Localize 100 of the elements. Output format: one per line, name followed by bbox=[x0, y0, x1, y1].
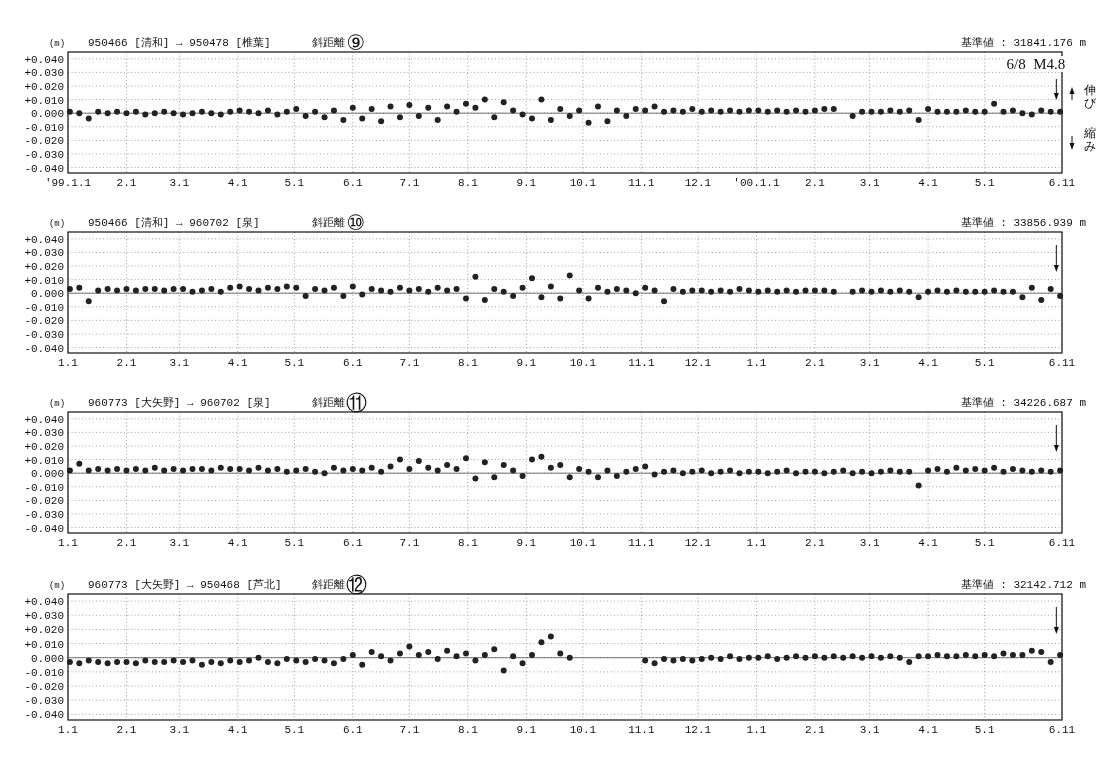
x-tick-label: 3.1 bbox=[859, 724, 880, 736]
text: 基準値 : 34226.687 m bbox=[960, 396, 1087, 409]
x-tick-label: 9.1 bbox=[516, 724, 537, 736]
annotation: ⑫ bbox=[345, 573, 367, 597]
x-tick-label: 2.1 bbox=[116, 177, 137, 189]
x-tick-label: 6.1 bbox=[342, 724, 364, 736]
y-tick-label: -0.040 bbox=[24, 342, 64, 355]
x-tick-label: 2.1 bbox=[805, 724, 826, 736]
y-tick-label: -0.010 bbox=[24, 666, 64, 679]
x-tick-label: 1.1 bbox=[58, 724, 79, 736]
chart-title: 960773 [大矢野] → 960702 [泉] bbox=[88, 396, 271, 409]
x-tick-label: 4.1 bbox=[227, 724, 249, 736]
x-tick-label: 8.1 bbox=[457, 357, 479, 369]
x-tick-label: 12.1 bbox=[684, 357, 712, 369]
y-tick-label: 0.000 bbox=[30, 108, 64, 121]
x-tick-label: 1.1 bbox=[746, 537, 767, 549]
x-tick-label: 3.1 bbox=[169, 537, 190, 549]
x-tick-label: 6.11 bbox=[1048, 537, 1076, 549]
y-tick-label: 0.000 bbox=[30, 652, 64, 665]
x-tick-label: 5.1 bbox=[284, 724, 305, 736]
x-tick-label: 6.1 bbox=[342, 177, 364, 189]
annotation: ⑩ bbox=[346, 211, 366, 235]
x-tick-label: 11.1 bbox=[628, 724, 655, 736]
x-tick-label: 2.1 bbox=[805, 357, 826, 369]
x-tick-label: 4.1 bbox=[227, 177, 249, 189]
y-tick-label: +0.030 bbox=[24, 67, 64, 80]
x-tick-label: 4.1 bbox=[918, 177, 939, 189]
x-tick-label: 4.1 bbox=[227, 537, 249, 549]
x-tick-label: 1.1 bbox=[746, 357, 767, 369]
y-tick-label: +0.020 bbox=[24, 440, 64, 453]
y-tick-label: +0.020 bbox=[24, 260, 64, 273]
x-tick-label: 7.1 bbox=[399, 537, 420, 549]
chart-subtitle: 斜距離 bbox=[312, 578, 345, 591]
x-tick-label: 8.1 bbox=[457, 177, 479, 189]
y-tick-label: +0.010 bbox=[24, 94, 64, 107]
x-tick-label: 5.1 bbox=[284, 177, 305, 189]
x-tick-label: 2.1 bbox=[116, 537, 137, 549]
y-tick-label: -0.030 bbox=[24, 328, 64, 341]
y-tick-label: +0.030 bbox=[24, 247, 64, 260]
x-tick-label: 10.1 bbox=[569, 724, 597, 736]
x-tick-label: 3.1 bbox=[859, 537, 880, 549]
y-tick-label: -0.030 bbox=[24, 695, 64, 708]
y-axis-title: (m) bbox=[48, 39, 66, 49]
x-tick-label: 3.1 bbox=[169, 177, 190, 189]
y-tick-label: -0.010 bbox=[24, 481, 64, 494]
x-tick-label: 5.1 bbox=[284, 537, 305, 549]
y-tick-label: +0.030 bbox=[24, 610, 64, 623]
x-tick-label: 9.1 bbox=[516, 357, 537, 369]
x-tick-label: 9.1 bbox=[516, 177, 537, 189]
chart-title: 950466 [清和] → 950478 [椎葉] bbox=[88, 36, 271, 49]
x-tick-label: 5.1 bbox=[974, 537, 995, 549]
x-tick-label: 1.1 bbox=[746, 724, 767, 736]
y-tick-label: -0.030 bbox=[24, 508, 64, 521]
x-tick-label: 11.1 bbox=[628, 357, 655, 369]
x-tick-label: 4.1 bbox=[227, 357, 249, 369]
x-tick-label: 7.1 bbox=[399, 357, 420, 369]
x-tick-label: 2.1 bbox=[116, 357, 137, 369]
x-tick-label: 2.1 bbox=[805, 177, 826, 189]
x-tick-label: '99.1.1 bbox=[44, 177, 92, 189]
x-tick-label: 8.1 bbox=[457, 537, 479, 549]
y-tick-label: +0.020 bbox=[24, 624, 64, 637]
x-tick-label: 5.1 bbox=[974, 177, 995, 189]
text: 基準値 : 32142.712 m bbox=[960, 578, 1087, 591]
x-tick-label: 1.1 bbox=[58, 537, 79, 549]
x-tick-label: 11.1 bbox=[628, 177, 655, 189]
x-tick-label: 11.1 bbox=[628, 537, 655, 549]
y-tick-label: +0.040 bbox=[24, 596, 64, 609]
x-tick-label: 7.1 bbox=[399, 724, 420, 736]
x-tick-label: 4.1 bbox=[918, 537, 939, 549]
x-tick-label: 3.1 bbox=[169, 724, 190, 736]
ref-line-label: 6/8 M4.8 bbox=[1006, 56, 1066, 72]
y-tick-label: +0.040 bbox=[24, 413, 64, 426]
x-tick-label: 10.1 bbox=[569, 357, 597, 369]
y-axis-title: (m) bbox=[48, 581, 66, 591]
x-tick-label: 12.1 bbox=[684, 537, 712, 549]
x-tick-label: 6.11 bbox=[1048, 357, 1076, 369]
y-tick-label: +0.030 bbox=[24, 427, 64, 440]
y-axis-title: (m) bbox=[48, 219, 66, 229]
y-tick-label: +0.020 bbox=[24, 80, 64, 93]
chart-subtitle: 斜距離 bbox=[312, 216, 345, 229]
y-tick-label: +0.010 bbox=[24, 454, 64, 467]
y-tick-label: -0.020 bbox=[24, 681, 64, 694]
x-tick-label: 12.1 bbox=[684, 177, 712, 189]
x-tick-label: 6.1 bbox=[342, 537, 364, 549]
y-tick-label: -0.040 bbox=[24, 162, 64, 175]
x-tick-label: 5.1 bbox=[284, 357, 305, 369]
x-tick-label: 5.1 bbox=[974, 724, 995, 736]
y-tick-label: -0.020 bbox=[24, 495, 64, 508]
chart-title: 960773 [大矢野] → 950468 [芦北] bbox=[88, 578, 282, 591]
y-tick-label: -0.020 bbox=[24, 135, 64, 148]
x-tick-label: 2.1 bbox=[805, 537, 826, 549]
x-tick-label: 3.1 bbox=[859, 357, 880, 369]
y-tick-label: +0.040 bbox=[24, 53, 64, 66]
x-tick-label: 10.1 bbox=[569, 537, 597, 549]
chart-subtitle: 斜距離 bbox=[312, 396, 345, 409]
x-tick-label: 7.1 bbox=[399, 177, 420, 189]
text: 基準値 : 33856.939 m bbox=[960, 216, 1087, 229]
y-axis-title: (m) bbox=[48, 399, 66, 409]
x-tick-label: 1.1 bbox=[58, 357, 79, 369]
annotation: ⑨ bbox=[346, 31, 366, 55]
